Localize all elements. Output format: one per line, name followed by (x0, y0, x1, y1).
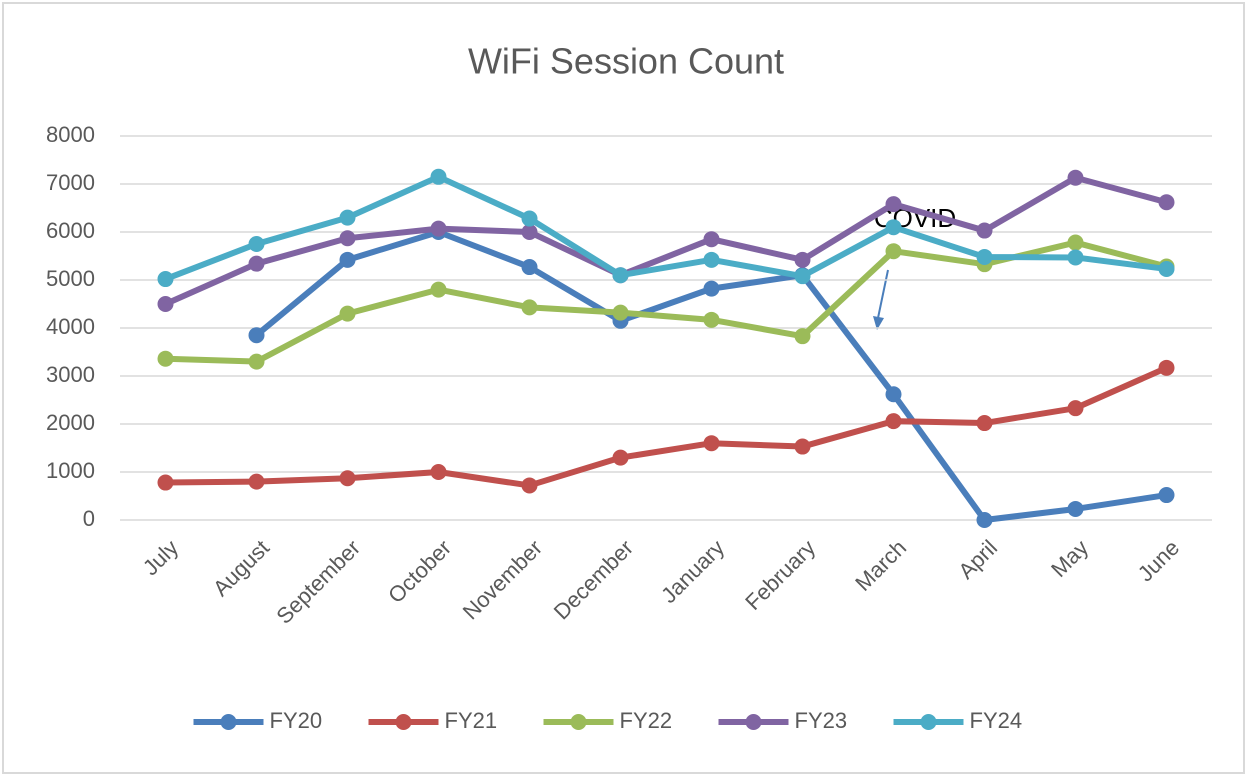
data-point (703, 231, 720, 248)
data-point (339, 209, 356, 226)
data-point (248, 255, 265, 272)
data-point (430, 464, 447, 480)
y-tick-label: 2000 (46, 410, 95, 435)
data-point (885, 243, 902, 260)
data-point (339, 470, 356, 487)
data-point (1067, 500, 1084, 517)
data-point (885, 196, 902, 213)
data-point (157, 474, 174, 491)
data-point (1067, 249, 1084, 266)
data-point (1158, 194, 1175, 211)
data-point (430, 220, 447, 237)
data-point (976, 248, 993, 265)
chart-title: WiFi Session Count (468, 41, 784, 82)
data-point (339, 251, 356, 268)
data-point (430, 281, 447, 298)
series-line (164, 173, 1167, 282)
y-tick-label: 6000 (46, 218, 95, 243)
series-line (165, 239, 1168, 365)
data-point (157, 350, 174, 367)
data-point (339, 305, 356, 322)
data-point (794, 268, 811, 285)
data-point (703, 280, 720, 297)
y-tick-label: 4000 (46, 314, 95, 339)
data-point (521, 299, 538, 316)
data-point (157, 271, 174, 288)
legend-marker (220, 714, 237, 730)
data-point (430, 168, 447, 185)
data-point (885, 386, 902, 403)
data-point (1067, 400, 1084, 417)
data-point (248, 236, 265, 252)
data-point (794, 251, 811, 268)
data-point (976, 222, 993, 239)
legend-label: FY24 (970, 708, 1023, 733)
data-point (703, 311, 720, 328)
data-point (248, 327, 265, 344)
y-tick-label: 3000 (46, 362, 95, 387)
data-point (976, 415, 993, 432)
legend-marker (745, 714, 762, 730)
legend-label: FY23 (795, 708, 848, 733)
legend-marker (920, 714, 937, 730)
data-point (521, 477, 538, 494)
data-point (248, 353, 265, 370)
data-point (612, 449, 629, 466)
legend-marker (570, 714, 587, 730)
data-point (794, 438, 811, 455)
data-point (976, 512, 993, 528)
legend-marker (395, 714, 412, 730)
data-point (885, 219, 902, 236)
data-point (521, 210, 538, 227)
data-point (1158, 260, 1175, 277)
y-tick-label: 0 (83, 506, 95, 531)
y-tick-label: 8000 (46, 122, 95, 147)
data-point (612, 304, 629, 321)
data-point (703, 251, 720, 268)
legend-label: FY20 (270, 708, 323, 733)
y-tick-label: 5000 (46, 266, 95, 291)
data-point (885, 413, 902, 430)
data-point (521, 259, 538, 276)
data-point (1158, 359, 1175, 376)
y-tick-label: 7000 (46, 170, 95, 195)
data-point (794, 328, 811, 345)
annotation-arrow (877, 269, 889, 319)
data-point (157, 296, 174, 312)
data-point (1158, 487, 1175, 504)
annotation-arrowhead (873, 316, 884, 330)
data-point (339, 230, 356, 247)
data-point (1067, 234, 1084, 251)
data-point (521, 224, 538, 240)
series-line (165, 365, 1168, 489)
y-tick-label: 1000 (46, 458, 95, 483)
data-point (703, 435, 720, 452)
data-point (612, 267, 629, 284)
legend-label: FY22 (620, 708, 673, 733)
data-point (1067, 169, 1084, 186)
series-line (164, 174, 1168, 307)
legend-label: FY21 (445, 708, 498, 733)
data-point (248, 473, 265, 490)
